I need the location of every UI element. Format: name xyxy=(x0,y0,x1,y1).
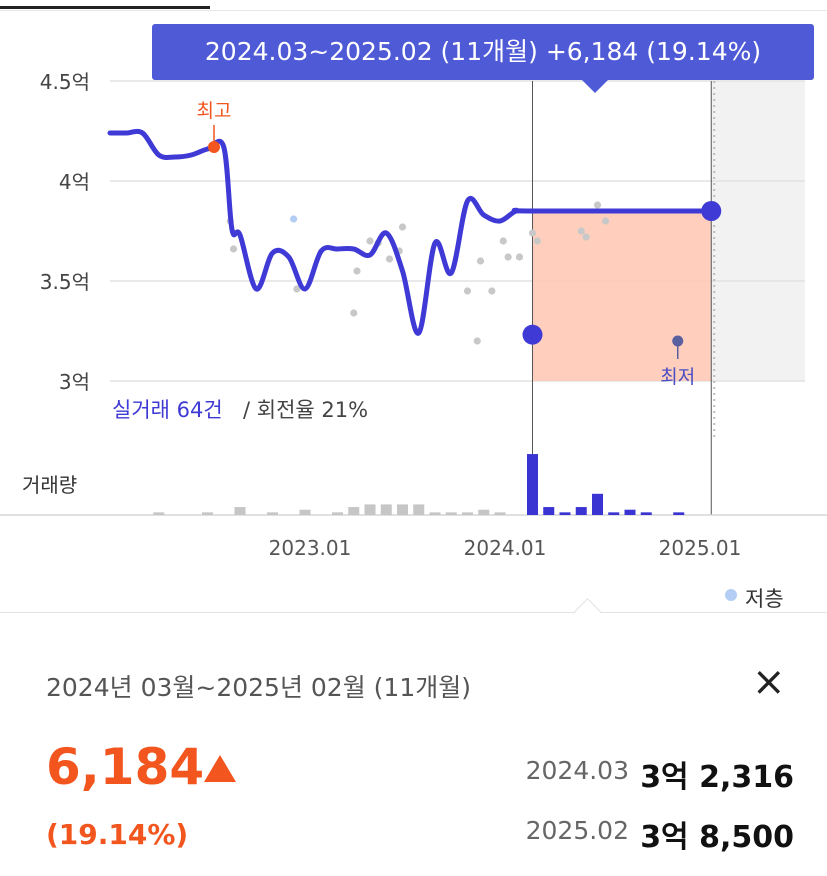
volume-bar xyxy=(673,512,685,515)
transaction-dot xyxy=(473,337,481,345)
transaction-dot xyxy=(488,287,496,295)
volume-bar xyxy=(299,509,311,515)
transaction-dot xyxy=(577,227,585,235)
transaction-dot xyxy=(353,267,361,275)
volume-bar xyxy=(494,512,506,515)
transaction-dot xyxy=(499,237,507,245)
volume-bar xyxy=(575,507,587,515)
low-floor-legend-dot xyxy=(725,589,737,601)
selected-period: 2024년 03월~2025년 02월 (11개월) xyxy=(46,673,471,702)
transaction-dot xyxy=(350,309,358,317)
start-price-row: 2024.03 3억 2,316 xyxy=(440,750,794,795)
transaction-dot xyxy=(533,237,541,245)
price-line xyxy=(107,128,714,336)
tab-active-indicator xyxy=(0,6,210,9)
transaction-dot xyxy=(476,257,485,265)
transaction-dot xyxy=(293,285,301,293)
volume-bar xyxy=(592,493,603,515)
start-price: 3억 2,316 xyxy=(640,760,794,795)
x-tick-label: 2025.01 xyxy=(659,536,742,560)
volume-bar xyxy=(559,512,571,515)
low-floor-transaction-dot xyxy=(290,215,298,223)
turnover-rate: / 회전율 21% xyxy=(243,398,368,422)
transaction-dot xyxy=(463,287,472,295)
range-tooltip: 2024.03~2025.02 (11개월) +6,184 (19.14%) xyxy=(152,24,814,93)
high-point-dot xyxy=(208,141,220,153)
transaction-dot xyxy=(515,253,524,261)
volume-bar xyxy=(397,504,408,515)
low-floor-legend-label[interactable]: 저층 xyxy=(745,587,784,611)
end-price-row: 2025.02 3억 8,500 xyxy=(440,810,794,855)
end-price: 3억 8,500 xyxy=(640,820,794,855)
transaction-dot xyxy=(593,201,602,209)
range-detail-panel xyxy=(0,612,827,876)
transaction-dot xyxy=(398,223,407,231)
volume-title: 거래량 xyxy=(22,473,77,497)
end-date: 2025.02 xyxy=(525,816,629,845)
volume-bar xyxy=(429,512,441,515)
tab-underline xyxy=(0,0,827,11)
volume-bar xyxy=(608,512,620,515)
volume-bar xyxy=(462,512,473,515)
transaction-dot xyxy=(602,217,610,225)
transaction-dot xyxy=(229,245,238,253)
low-point-label: 최저 xyxy=(660,366,695,388)
volume-bar xyxy=(445,512,457,515)
y-tick-label: 3억 xyxy=(59,370,90,394)
price-change-percent: (19.14%) xyxy=(46,818,189,851)
selection-area xyxy=(532,211,712,381)
transaction-summary: 실거래 64건 xyxy=(112,398,223,422)
close-icon[interactable]: × xyxy=(752,659,786,705)
transaction-dot xyxy=(582,233,590,241)
volume-bar xyxy=(413,504,425,515)
volume-bar xyxy=(624,509,636,515)
selection-end-marker xyxy=(701,201,722,221)
x-tick-label: 2024.01 xyxy=(464,536,547,560)
volume-bar xyxy=(640,512,652,515)
y-tick-label: 3.5억 xyxy=(40,270,90,294)
transaction-dot xyxy=(528,229,537,237)
volume-bar xyxy=(267,512,278,515)
volume-bar xyxy=(543,507,555,515)
volume-bar xyxy=(364,504,376,515)
x-tick-label: 2023.01 xyxy=(269,536,352,560)
volume-bar xyxy=(527,454,538,515)
selection-start-marker xyxy=(522,324,543,345)
price-change-value: 6,184 xyxy=(46,738,205,796)
up-arrow-icon xyxy=(204,755,236,782)
high-point-label: 최고 xyxy=(197,100,232,122)
volume-bar xyxy=(478,509,490,515)
volume-bar xyxy=(234,507,246,515)
y-tick-label: 4억 xyxy=(59,170,90,194)
volume-bar xyxy=(348,507,360,515)
transaction-dot xyxy=(504,253,512,261)
y-tick-label: 4.5억 xyxy=(40,70,90,94)
volume-bar xyxy=(332,512,343,515)
transaction-dot xyxy=(385,255,394,263)
start-date: 2024.03 xyxy=(525,756,629,785)
future-region xyxy=(711,81,805,381)
volume-bar xyxy=(202,512,213,515)
volume-bar xyxy=(380,504,392,515)
volume-bar xyxy=(153,512,165,515)
transaction-dot xyxy=(366,237,374,245)
